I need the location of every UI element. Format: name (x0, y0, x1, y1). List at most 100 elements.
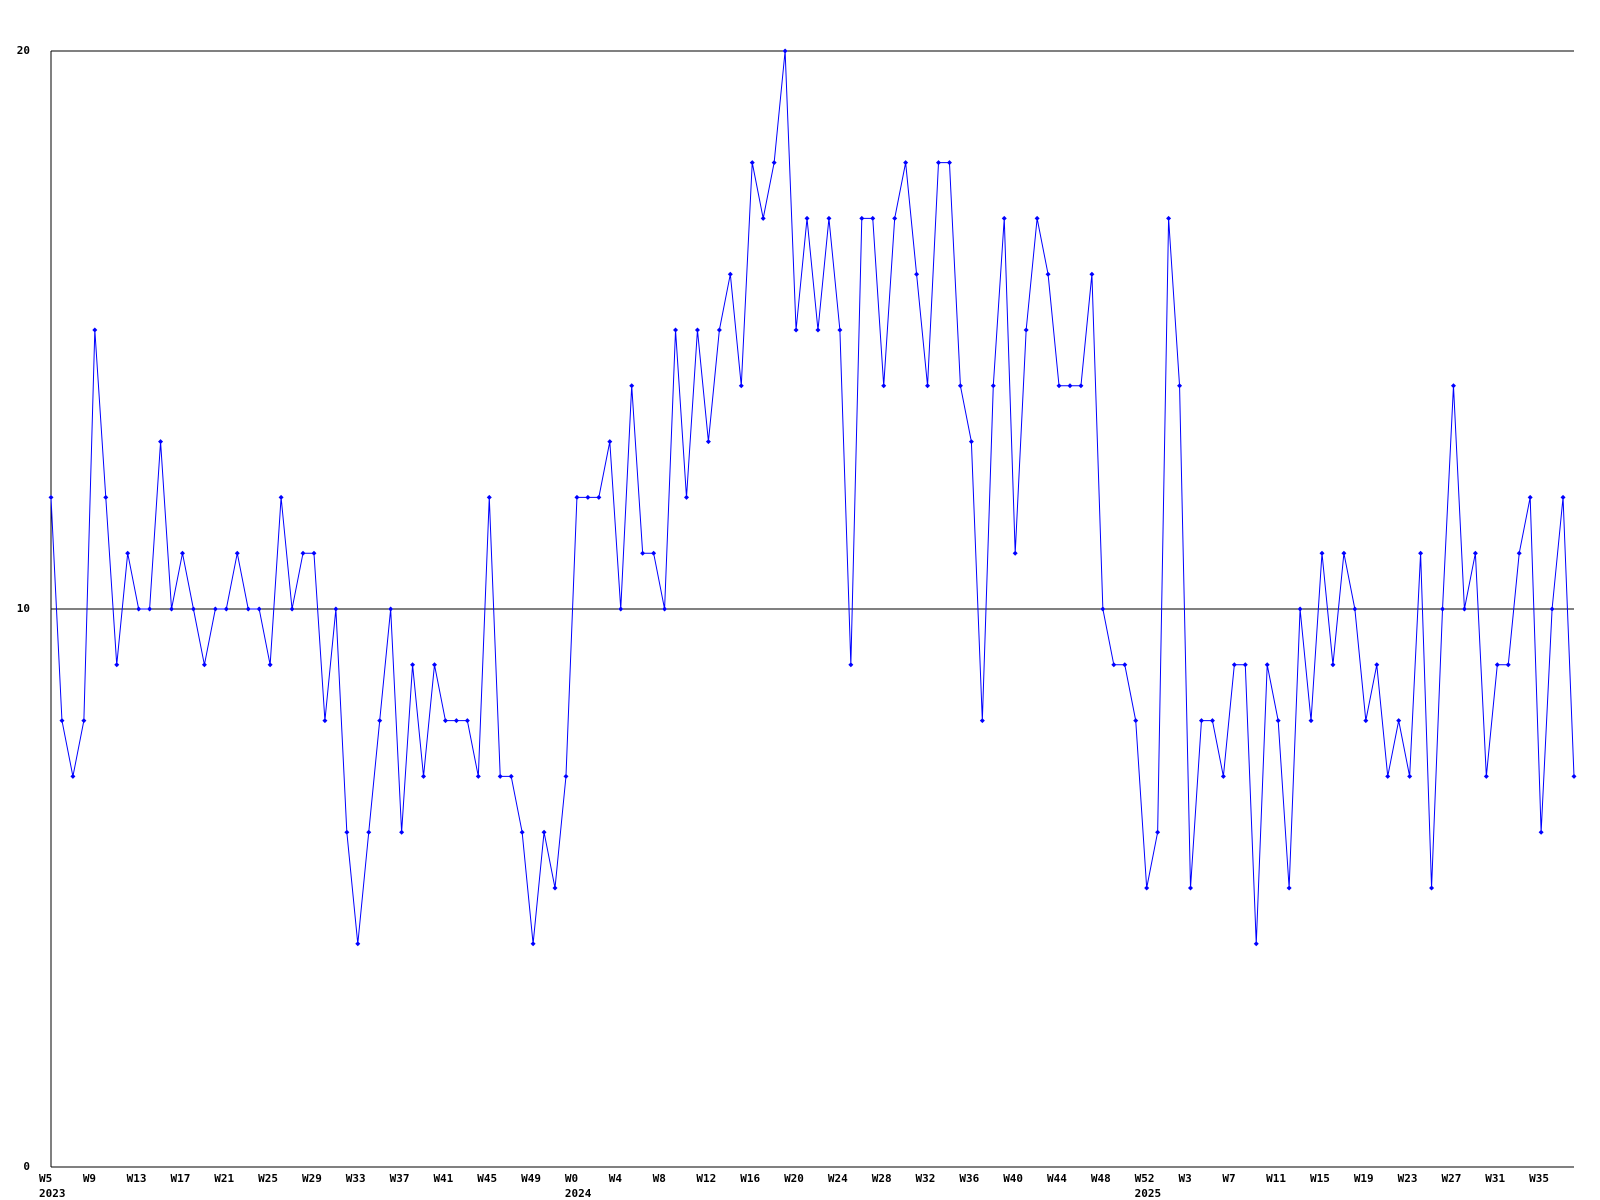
year-label: 2025 (1135, 1187, 1162, 1200)
point (1089, 271, 1095, 277)
x-tick-label: W20 (784, 1172, 804, 1185)
point (705, 439, 711, 445)
point (574, 494, 580, 500)
point (1023, 327, 1029, 333)
point (245, 606, 251, 612)
point (1100, 606, 1106, 612)
year-label: 2023 (39, 1187, 66, 1200)
point (1549, 606, 1555, 612)
point (169, 606, 175, 612)
point (1122, 662, 1128, 668)
x-tick-label: W24 (828, 1172, 848, 1185)
point (892, 215, 898, 221)
point (1056, 383, 1062, 389)
point (519, 829, 525, 835)
x-tick-label: W5 (39, 1172, 52, 1185)
point (147, 606, 153, 612)
point (1440, 606, 1446, 612)
point (1352, 606, 1358, 612)
point (256, 606, 262, 612)
point (990, 383, 996, 389)
x-tick-label: W52 (1135, 1172, 1155, 1185)
x-tick-label: W27 (1441, 1172, 1461, 1185)
point (1111, 662, 1117, 668)
point (1220, 773, 1226, 779)
point (662, 606, 668, 612)
point (979, 718, 985, 724)
point (1242, 662, 1248, 668)
point (848, 662, 854, 668)
point (793, 327, 799, 333)
point (81, 718, 87, 724)
point (946, 160, 952, 166)
point (1341, 550, 1347, 556)
point (377, 718, 383, 724)
point (300, 550, 306, 556)
point (399, 829, 405, 835)
point (771, 160, 777, 166)
point (1001, 215, 1007, 221)
point (1429, 885, 1435, 891)
point (1308, 718, 1314, 724)
point (1396, 718, 1402, 724)
point (431, 662, 437, 668)
point (278, 494, 284, 500)
point (903, 160, 909, 166)
point (1450, 383, 1456, 389)
point (70, 773, 76, 779)
point (92, 327, 98, 333)
point (355, 941, 361, 947)
point (1330, 662, 1336, 668)
point (179, 550, 185, 556)
point (234, 550, 240, 556)
x-tick-label: W44 (1047, 1172, 1067, 1185)
point (190, 606, 196, 612)
point (640, 550, 646, 556)
point (453, 718, 459, 724)
point (1483, 773, 1489, 779)
point (1188, 885, 1194, 891)
x-tick-label: W37 (390, 1172, 410, 1185)
point (837, 327, 843, 333)
point (48, 494, 54, 500)
x-tick-label: W21 (214, 1172, 234, 1185)
point (694, 327, 700, 333)
x-tick-label: W17 (170, 1172, 190, 1185)
point (1319, 550, 1325, 556)
y-tick-label: 20 (17, 44, 30, 57)
point (1286, 885, 1292, 891)
point (683, 494, 689, 500)
x-tick-label: W16 (740, 1172, 760, 1185)
x-tick-label: W3 (1179, 1172, 1192, 1185)
x-tick-label: W28 (872, 1172, 892, 1185)
point (968, 439, 974, 445)
point (410, 662, 416, 668)
point (1385, 773, 1391, 779)
x-tick-label: W19 (1354, 1172, 1374, 1185)
point (541, 829, 547, 835)
point (1472, 550, 1478, 556)
point (552, 885, 558, 891)
point (366, 829, 372, 835)
point (1275, 718, 1281, 724)
point (1209, 718, 1215, 724)
point (1571, 773, 1577, 779)
point (1297, 606, 1303, 612)
point (311, 550, 317, 556)
point (1133, 718, 1139, 724)
x-tick-label: W33 (346, 1172, 366, 1185)
x-tick-label: W15 (1310, 1172, 1330, 1185)
point (618, 606, 624, 612)
point (1461, 606, 1467, 612)
point (223, 606, 229, 612)
x-tick-label: W23 (1398, 1172, 1418, 1185)
point (1155, 829, 1161, 835)
point (486, 494, 492, 500)
point (1177, 383, 1183, 389)
point (651, 550, 657, 556)
point (1418, 550, 1424, 556)
point (1144, 885, 1150, 891)
point (344, 829, 350, 835)
point (629, 383, 635, 389)
